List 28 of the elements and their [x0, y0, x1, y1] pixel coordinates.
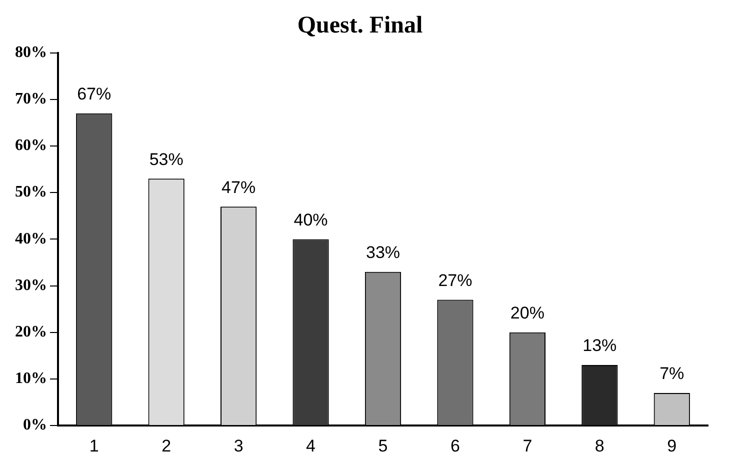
- data-label: 40%: [294, 210, 328, 230]
- y-tick-label: 0%: [23, 416, 47, 434]
- data-label: 47%: [222, 178, 256, 197]
- y-tick-label: 60%: [15, 137, 47, 154]
- x-tick-label: 3: [234, 436, 244, 456]
- y-tick-label: 40%: [15, 230, 47, 248]
- y-tick-label: 20%: [15, 324, 47, 341]
- data-label: 20%: [510, 304, 544, 323]
- data-label: 27%: [438, 270, 472, 290]
- y-tick-label: 80%: [15, 44, 47, 61]
- y-tick-label: 10%: [15, 370, 47, 388]
- x-tick-label: 8: [594, 436, 604, 456]
- x-tick-label: 4: [306, 436, 316, 456]
- x-tick-label: 5: [378, 436, 388, 456]
- y-tick-label: 30%: [15, 276, 47, 294]
- x-tick-label: 6: [450, 436, 460, 456]
- y-tick-label: 50%: [15, 184, 47, 201]
- x-tick-label: 2: [162, 436, 172, 456]
- chart-title: Quest. Final: [297, 12, 424, 39]
- x-tick-label: 7: [522, 436, 532, 456]
- data-label: 53%: [149, 150, 184, 169]
- x-tick-label: 9: [667, 436, 677, 456]
- x-tick-label: 1: [89, 436, 99, 456]
- data-label: 33%: [366, 243, 400, 262]
- data-label: 13%: [582, 336, 617, 356]
- data-label: 67%: [77, 84, 112, 104]
- y-tick-label: 70%: [15, 90, 47, 108]
- data-label: 7%: [660, 364, 684, 384]
